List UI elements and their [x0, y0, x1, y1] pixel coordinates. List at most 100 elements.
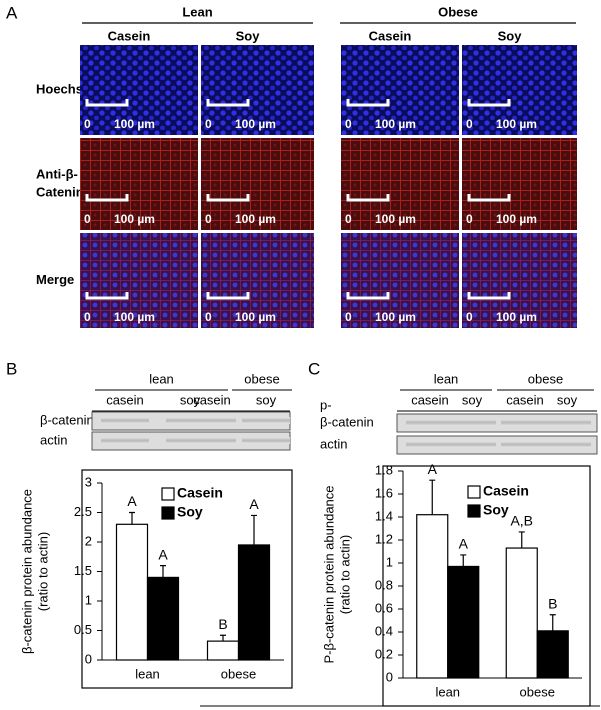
bar — [505, 547, 538, 679]
scale-start: 0 — [466, 212, 473, 226]
error-bar — [549, 614, 556, 631]
significance-letter: A,B — [510, 513, 533, 529]
y-tick-label: 0.6 — [375, 600, 393, 615]
bar — [536, 630, 569, 679]
bar — [447, 565, 480, 679]
band — [101, 437, 149, 444]
panel-label: C — [308, 359, 320, 378]
scale-bar — [85, 99, 129, 107]
column-label: Soy — [498, 28, 523, 43]
scale-start: 0 — [205, 212, 212, 226]
blot-lane: casein — [411, 392, 449, 407]
bar — [416, 514, 449, 679]
significance-letter: A — [158, 546, 168, 562]
bar — [146, 576, 180, 661]
blot-row: β-catenin — [40, 412, 94, 427]
blot-lane: soy — [256, 392, 277, 407]
scale-bar — [206, 292, 250, 300]
scale-bar — [85, 292, 129, 300]
error-bar — [160, 565, 166, 578]
band — [101, 417, 149, 424]
column-label: Casein — [369, 28, 412, 43]
y-tick-label: 0.5 — [74, 622, 92, 637]
group-label: Obese — [438, 4, 478, 19]
x-tick-label: obese — [520, 684, 555, 699]
scale-start: 0 — [345, 212, 352, 226]
micrograph — [341, 45, 459, 135]
column-label: Casein — [108, 28, 151, 43]
scale-end: 100 µm — [375, 117, 416, 131]
error-bar — [460, 554, 467, 567]
error-bar — [129, 511, 135, 525]
band — [543, 419, 591, 426]
scale-end: 100 µm — [114, 117, 155, 131]
legend-swatch — [161, 487, 175, 501]
band — [448, 419, 496, 426]
significance-letter: A — [127, 493, 137, 509]
blot-strip — [396, 413, 598, 433]
significance-letter: A — [459, 536, 469, 552]
band — [501, 441, 549, 448]
legend-label: Soy — [483, 502, 509, 518]
error-bar — [251, 514, 257, 545]
blot-lane: soy — [180, 392, 201, 407]
y-tick-label: 1.4 — [375, 508, 393, 523]
y-tick-label: 0 — [85, 651, 92, 666]
micrograph — [201, 138, 314, 230]
band — [501, 419, 549, 426]
legend-swatch — [161, 506, 175, 520]
blot-group: obese — [528, 371, 563, 386]
y-axis-label: (ratio to actin) — [35, 532, 50, 611]
scale-bar — [346, 99, 390, 107]
scale-end: 100 µm — [235, 310, 276, 324]
legend-swatch — [467, 485, 481, 499]
scale-end: 100 µm — [375, 212, 416, 226]
scale-start: 0 — [345, 117, 352, 131]
band — [448, 441, 496, 448]
row-label: Anti-β- — [36, 166, 78, 181]
scale-bar — [467, 99, 511, 107]
blot-row: p- — [320, 397, 332, 412]
scale-end: 100 µm — [496, 310, 537, 324]
scale-start: 0 — [84, 212, 91, 226]
scale-start: 0 — [205, 117, 212, 131]
error-bar — [518, 531, 525, 549]
y-tick-label: 2 — [85, 533, 92, 548]
y-tick-label: 3 — [85, 474, 92, 489]
micrograph — [201, 45, 314, 135]
band — [242, 417, 290, 424]
row-label: Hoechst — [36, 81, 88, 96]
band — [242, 437, 290, 444]
panel-label: B — [6, 359, 17, 378]
x-tick-label: lean — [135, 666, 160, 681]
significance-letter: A — [428, 461, 438, 477]
error-bar — [429, 479, 436, 515]
significance-letter: B — [218, 616, 227, 632]
scale-bar — [346, 292, 390, 300]
blot-row: actin — [320, 436, 347, 451]
micrograph — [80, 138, 198, 230]
panel-label: A — [6, 3, 18, 22]
band — [188, 437, 236, 444]
legend-label: Soy — [177, 504, 203, 520]
scale-bar — [206, 194, 250, 202]
scale-end: 100 µm — [375, 310, 416, 324]
y-tick-label: 1 — [85, 592, 92, 607]
blot-group: lean — [149, 371, 174, 386]
scale-bar — [85, 194, 129, 202]
blot-row: actin — [40, 432, 67, 447]
scale-start: 0 — [84, 310, 91, 324]
blot-strip — [396, 435, 598, 455]
micrograph — [462, 233, 577, 328]
band — [406, 419, 454, 426]
scale-start: 0 — [205, 310, 212, 324]
micrograph — [80, 45, 198, 135]
y-tick-label: 0.4 — [375, 623, 393, 638]
scale-end: 100 µm — [235, 117, 276, 131]
scale-bar — [346, 194, 390, 202]
y-tick-label: 1.2 — [375, 531, 393, 546]
significance-letter: A — [249, 496, 259, 512]
group-label: Lean — [182, 4, 212, 19]
